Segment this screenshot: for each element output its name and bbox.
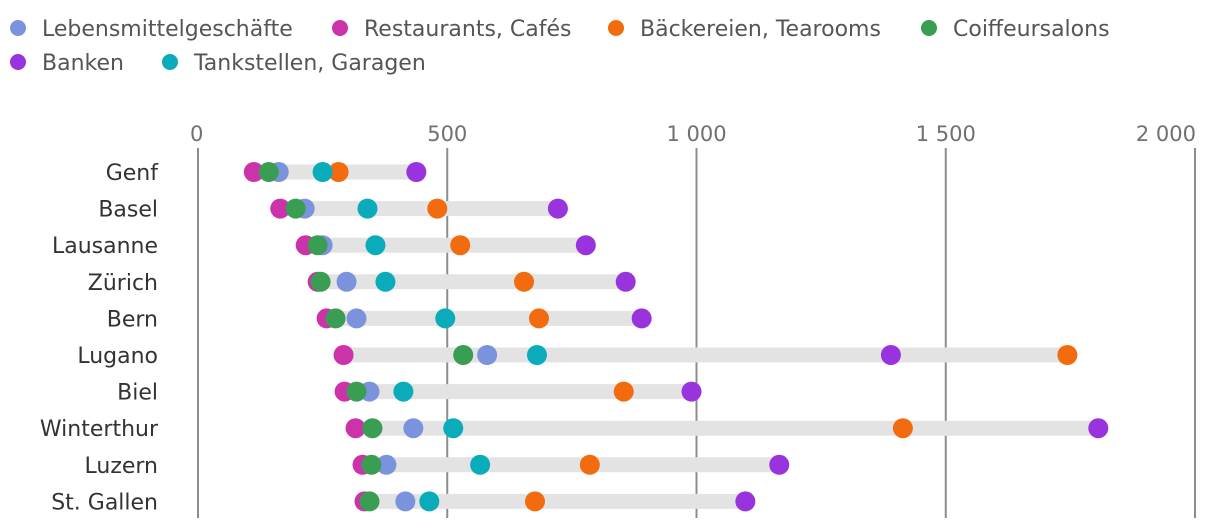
- category-label: Luzern: [85, 454, 159, 479]
- data-point: [1088, 418, 1109, 439]
- x-tick-label: 1 000: [666, 122, 726, 146]
- data-point: [365, 235, 386, 256]
- data-point: [427, 198, 448, 219]
- data-point: [435, 308, 456, 329]
- data-point: [1057, 345, 1078, 365]
- legend-label: Tankstellen, Garagen: [193, 51, 426, 76]
- data-point: [470, 454, 491, 475]
- data-point: [631, 308, 652, 329]
- data-point: [243, 162, 264, 182]
- data-point: [403, 418, 424, 439]
- data-point: [359, 491, 380, 512]
- legend-marker: [162, 54, 178, 70]
- legend-label: Banken: [42, 51, 124, 76]
- legend-marker: [608, 20, 624, 36]
- category-label: Winterthur: [40, 417, 159, 442]
- data-point: [346, 308, 367, 329]
- data-point: [547, 198, 568, 219]
- data-point: [258, 162, 279, 182]
- data-point: [393, 381, 414, 402]
- legend-item: Bäckereien, Tearooms: [608, 17, 881, 42]
- data-point: [450, 235, 471, 256]
- data-point: [325, 308, 346, 329]
- data-point: [681, 381, 702, 402]
- x-tick-label: 500: [427, 122, 467, 146]
- legend-marker: [921, 20, 937, 36]
- category-label: Basel: [98, 198, 158, 223]
- data-point: [443, 418, 464, 439]
- data-point: [375, 271, 396, 292]
- data-point: [526, 345, 547, 365]
- category-label: St. Gallen: [51, 490, 158, 515]
- legend-item: Lebensmittelgeschäfte: [10, 17, 293, 42]
- data-point: [406, 162, 427, 182]
- legend-label: Coiffeursalons: [953, 17, 1110, 42]
- data-point: [395, 491, 416, 512]
- legend-marker: [332, 20, 348, 36]
- category-label: Zürich: [88, 271, 158, 296]
- data-point: [613, 381, 634, 402]
- data-point: [336, 271, 357, 292]
- data-point: [285, 198, 306, 219]
- x-tick-label: 0: [190, 122, 203, 146]
- data-point: [524, 491, 545, 512]
- legend-item: Tankstellen, Garagen: [162, 51, 426, 76]
- data-point: [307, 235, 328, 256]
- x-tick-label: 2 000: [1136, 122, 1196, 146]
- legend-item: Banken: [10, 51, 124, 76]
- data-point: [514, 271, 535, 292]
- data-point: [579, 454, 600, 475]
- data-point: [310, 271, 331, 292]
- legend: Lebensmittelgeschäfte Restaurants, Cafés B…: [10, 17, 1110, 76]
- data-point: [376, 454, 397, 475]
- category-label: Lausanne: [52, 234, 158, 259]
- category-label: Bern: [107, 307, 158, 332]
- data-point: [357, 198, 378, 219]
- data-point: [270, 198, 291, 219]
- legend-item: Coiffeursalons: [921, 17, 1110, 42]
- data-point: [328, 162, 349, 182]
- data-point: [333, 345, 354, 365]
- category-labels: Genf Basel Lausanne Zürich Bern Lugano Biel Win…: [40, 161, 159, 515]
- data-point: [528, 308, 549, 329]
- data-point: [880, 345, 901, 365]
- data-point: [769, 454, 790, 475]
- legend-label: Bäckereien, Tearooms: [640, 17, 881, 42]
- data-point: [346, 381, 367, 402]
- category-label: Biel: [117, 381, 158, 406]
- category-label: Lugano: [77, 344, 158, 369]
- data-point: [735, 491, 756, 512]
- data-point: [477, 345, 498, 365]
- data-point: [892, 418, 913, 439]
- x-tick-label: 1 500: [916, 122, 976, 146]
- range-bars: [253, 164, 1099, 509]
- data-point: [419, 491, 440, 512]
- category-label: Genf: [106, 161, 160, 186]
- data-point: [362, 418, 383, 439]
- data-point: [575, 235, 596, 256]
- legend-marker: [10, 20, 26, 36]
- data-point: [453, 345, 474, 365]
- data-points: [243, 162, 1109, 512]
- legend-marker: [10, 54, 26, 70]
- legend-item: Restaurants, Cafés: [332, 17, 571, 42]
- data-point: [345, 418, 366, 439]
- x-axis: 0 500 1 000 1 500 2 000: [190, 122, 1196, 518]
- legend-label: Lebensmittelgeschäfte: [42, 17, 293, 42]
- data-point: [615, 271, 636, 292]
- legend-label: Restaurants, Cafés: [364, 17, 571, 42]
- data-point: [361, 454, 382, 475]
- data-point: [312, 162, 333, 182]
